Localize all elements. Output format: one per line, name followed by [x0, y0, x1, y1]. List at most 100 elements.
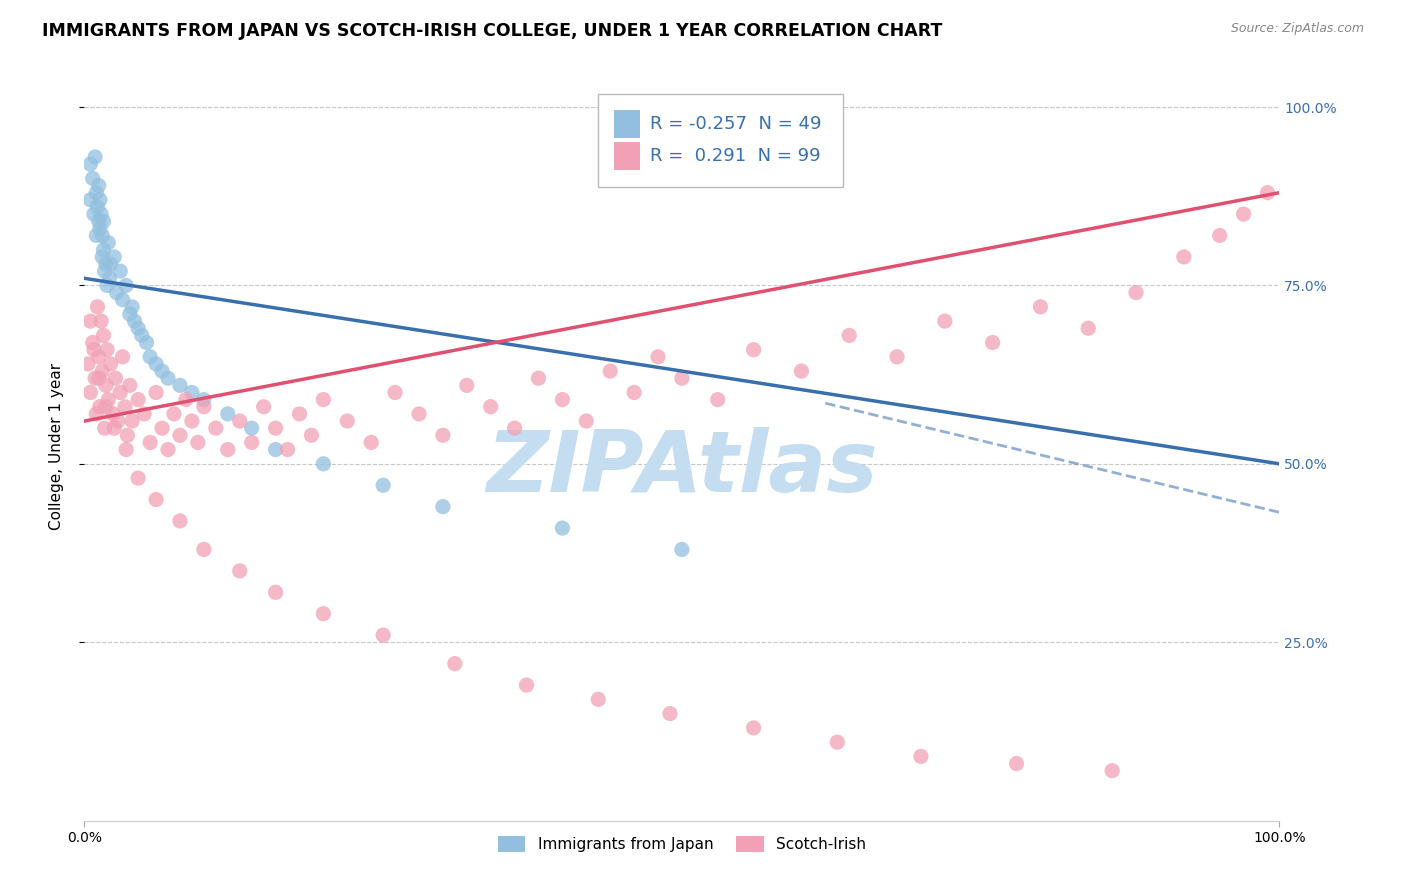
- Point: [205, 421, 228, 435]
- Text: R = -0.257  N = 49: R = -0.257 N = 49: [650, 115, 821, 133]
- Point: [169, 514, 191, 528]
- Point: [301, 428, 323, 442]
- Point: [87, 371, 110, 385]
- Point: [240, 421, 263, 435]
- Point: [193, 542, 215, 557]
- Point: [83, 207, 105, 221]
- Point: [111, 350, 134, 364]
- Bar: [614, 142, 640, 170]
- Point: [100, 257, 122, 271]
- Point: [934, 314, 956, 328]
- Point: [104, 371, 127, 385]
- Point: [121, 300, 143, 314]
- Point: [139, 350, 162, 364]
- Point: [117, 428, 139, 442]
- Point: [336, 414, 359, 428]
- Point: [193, 400, 215, 414]
- Point: [127, 321, 149, 335]
- Point: [93, 243, 115, 257]
- Point: [87, 350, 110, 364]
- Point: [145, 492, 167, 507]
- Point: [1005, 756, 1028, 771]
- Point: [90, 207, 112, 221]
- Point: [187, 435, 209, 450]
- Point: [89, 221, 111, 235]
- Point: [111, 293, 134, 307]
- Point: [93, 421, 115, 435]
- Point: [671, 542, 693, 557]
- Point: [110, 264, 132, 278]
- Point: [105, 285, 128, 300]
- Point: [742, 721, 765, 735]
- Point: [264, 442, 287, 457]
- Point: [373, 478, 395, 492]
- Point: [132, 407, 156, 421]
- Point: [107, 414, 129, 428]
- Point: [100, 357, 122, 371]
- Point: [838, 328, 860, 343]
- Point: [742, 343, 765, 357]
- Point: [114, 400, 136, 414]
- Point: [575, 414, 598, 428]
- Point: [174, 392, 197, 407]
- Point: [1101, 764, 1123, 778]
- Point: [157, 371, 180, 385]
- Point: [527, 371, 550, 385]
- Point: [384, 385, 406, 400]
- Point: [623, 385, 645, 400]
- Point: [432, 428, 454, 442]
- Point: [444, 657, 467, 671]
- Point: [101, 407, 124, 421]
- Point: [115, 442, 138, 457]
- Point: [93, 214, 115, 228]
- Point: [110, 385, 132, 400]
- Point: [790, 364, 813, 378]
- Point: [647, 350, 669, 364]
- Point: [97, 392, 120, 407]
- Point: [97, 235, 120, 250]
- Point: [288, 407, 311, 421]
- Point: [217, 407, 239, 421]
- Point: [127, 471, 149, 485]
- Point: [181, 385, 204, 400]
- Point: [910, 749, 932, 764]
- Point: [90, 314, 112, 328]
- Point: [82, 171, 104, 186]
- Point: [312, 457, 335, 471]
- Point: [169, 428, 191, 442]
- Point: [89, 400, 111, 414]
- Point: [145, 385, 167, 400]
- Point: [87, 178, 110, 193]
- Point: [93, 264, 115, 278]
- Point: [86, 186, 108, 200]
- Point: [981, 335, 1004, 350]
- Point: [312, 607, 335, 621]
- Point: [79, 314, 101, 328]
- Point: [707, 392, 730, 407]
- Point: [83, 343, 105, 357]
- Point: [1173, 250, 1195, 264]
- Point: [659, 706, 682, 721]
- Point: [827, 735, 849, 749]
- Point: [127, 392, 149, 407]
- Point: [86, 300, 108, 314]
- Point: [86, 228, 108, 243]
- Point: [91, 250, 114, 264]
- Y-axis label: College, Under 1 year: College, Under 1 year: [49, 362, 63, 530]
- Point: [103, 250, 125, 264]
- Point: [79, 193, 101, 207]
- Point: [96, 278, 118, 293]
- Point: [408, 407, 430, 421]
- Point: [91, 364, 114, 378]
- Point: [94, 257, 117, 271]
- Point: [599, 364, 621, 378]
- Point: [79, 157, 101, 171]
- Point: [551, 521, 574, 535]
- Point: [229, 564, 252, 578]
- Point: [135, 335, 157, 350]
- Point: [77, 357, 100, 371]
- Point: [373, 628, 395, 642]
- Point: [169, 378, 191, 392]
- Point: [103, 421, 125, 435]
- Point: [93, 328, 115, 343]
